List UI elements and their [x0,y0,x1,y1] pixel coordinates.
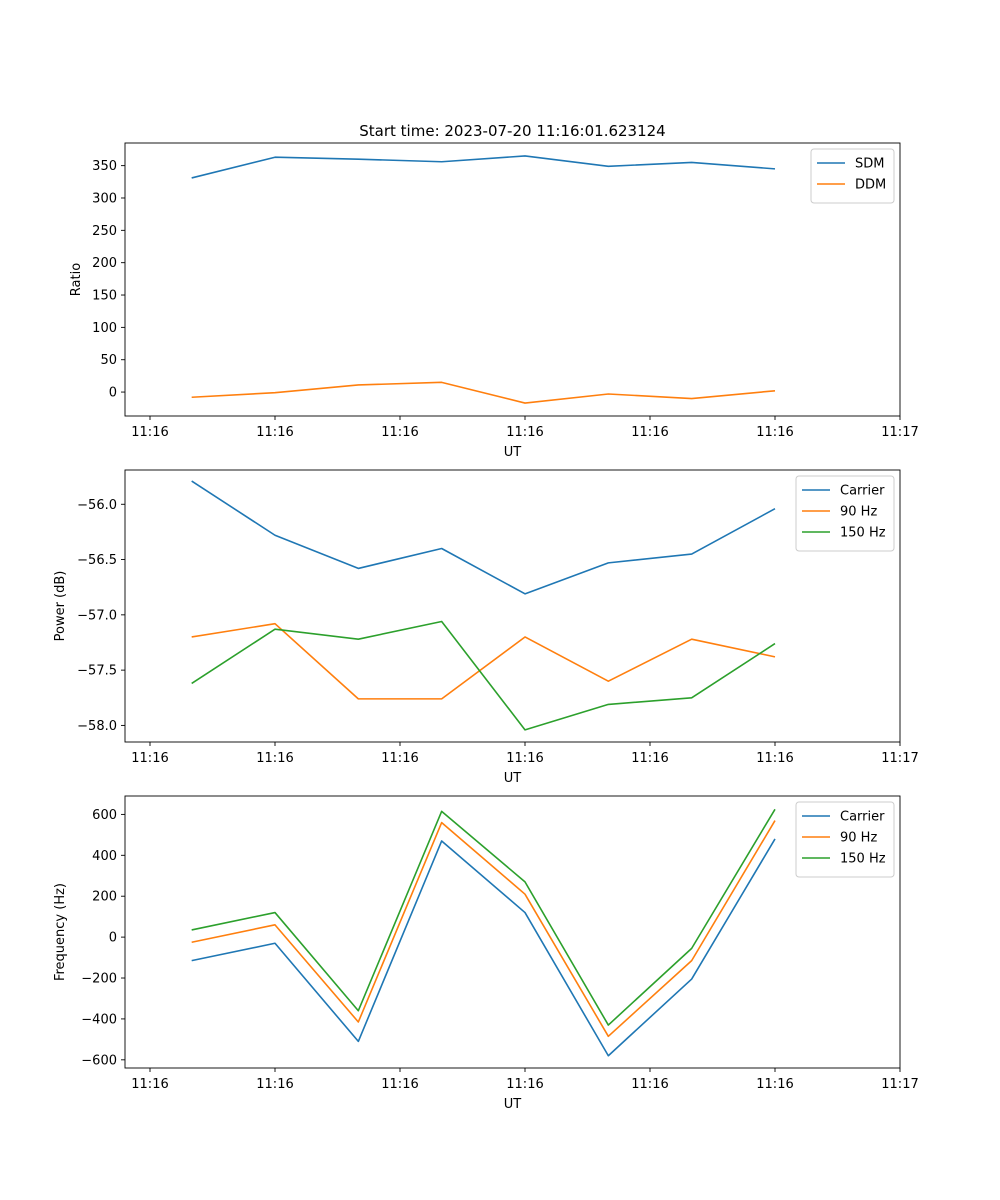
y-tick-label: 350 [92,159,117,174]
legend-label: Carrier [840,484,885,499]
y-tick-label: 0 [109,386,117,401]
x-tick-label: 11:16 [381,425,418,440]
y-tick-label: −58.0 [77,719,117,734]
y-tick-label: −56.0 [77,498,117,513]
legend-label: 90 Hz [840,505,877,520]
series-line-carrier [191,838,776,1057]
x-tick-label: 11:16 [131,425,168,440]
x-tick-label: 11:16 [756,751,793,766]
x-axis-label: UT [504,445,522,460]
legend-label: 150 Hz [840,852,886,867]
y-tick-label: −56.5 [77,553,117,568]
y-tick-label: 200 [92,256,117,271]
legend-label: Carrier [840,810,885,825]
axes-frame-3 [124,795,901,1069]
y-axis-label: Power (dB) [53,571,68,642]
y-tick-label: 600 [92,808,117,823]
x-tick-label: 11:16 [131,751,168,766]
y-tick-label: 100 [92,321,117,336]
series-line-90-hz [191,622,776,700]
series-line-150-hz [191,620,776,731]
y-tick-label: 50 [100,353,117,368]
x-tick-label: 11:16 [631,425,668,440]
legend-label: SDM [855,157,884,172]
x-tick-label: 11:17 [881,751,918,766]
x-tick-label: 11:17 [881,1077,918,1092]
y-tick-label: −600 [81,1053,117,1068]
y-tick-label: −200 [81,972,117,987]
x-tick-label: 11:16 [256,751,293,766]
x-tick-label: 11:16 [756,425,793,440]
axes-frame-1 [124,142,901,417]
y-tick-label: −57.0 [77,608,117,623]
x-tick-label: 11:16 [131,1077,168,1092]
series-line-90-hz [191,820,776,1038]
series-line-ddm [191,381,776,404]
series-line-sdm [191,155,776,179]
x-tick-label: 11:16 [256,1077,293,1092]
x-axis-label: UT [504,771,522,786]
series-line-150-hz [191,808,776,1026]
x-tick-label: 11:16 [256,425,293,440]
y-tick-label: −400 [81,1012,117,1027]
y-axis-label: Frequency (Hz) [53,883,68,981]
y-tick-label: −57.5 [77,664,117,679]
y-tick-label: 250 [92,224,117,239]
x-tick-label: 11:16 [756,1077,793,1092]
y-tick-label: 300 [92,191,117,206]
y-tick-label: 200 [92,890,117,905]
legend-label: 90 Hz [840,831,877,846]
x-tick-label: 11:16 [381,1077,418,1092]
x-tick-label: 11:16 [631,751,668,766]
x-tick-label: 11:17 [881,425,918,440]
x-tick-label: 11:16 [506,751,543,766]
y-tick-label: 0 [109,931,117,946]
y-tick-label: 400 [92,849,117,864]
series-line-carrier [191,480,776,595]
legend-label: DDM [855,178,886,193]
x-tick-label: 11:16 [506,425,543,440]
x-tick-label: 11:16 [631,1077,668,1092]
y-tick-label: 150 [92,289,117,304]
chart-title: Start time: 2023-07-20 11:16:01.623124 [359,122,665,140]
x-tick-label: 11:16 [381,751,418,766]
x-axis-label: UT [504,1097,522,1112]
legend-label: 150 Hz [840,526,886,541]
axes-frame-2 [124,469,901,743]
y-axis-label: Ratio [69,263,84,296]
x-tick-label: 11:16 [506,1077,543,1092]
